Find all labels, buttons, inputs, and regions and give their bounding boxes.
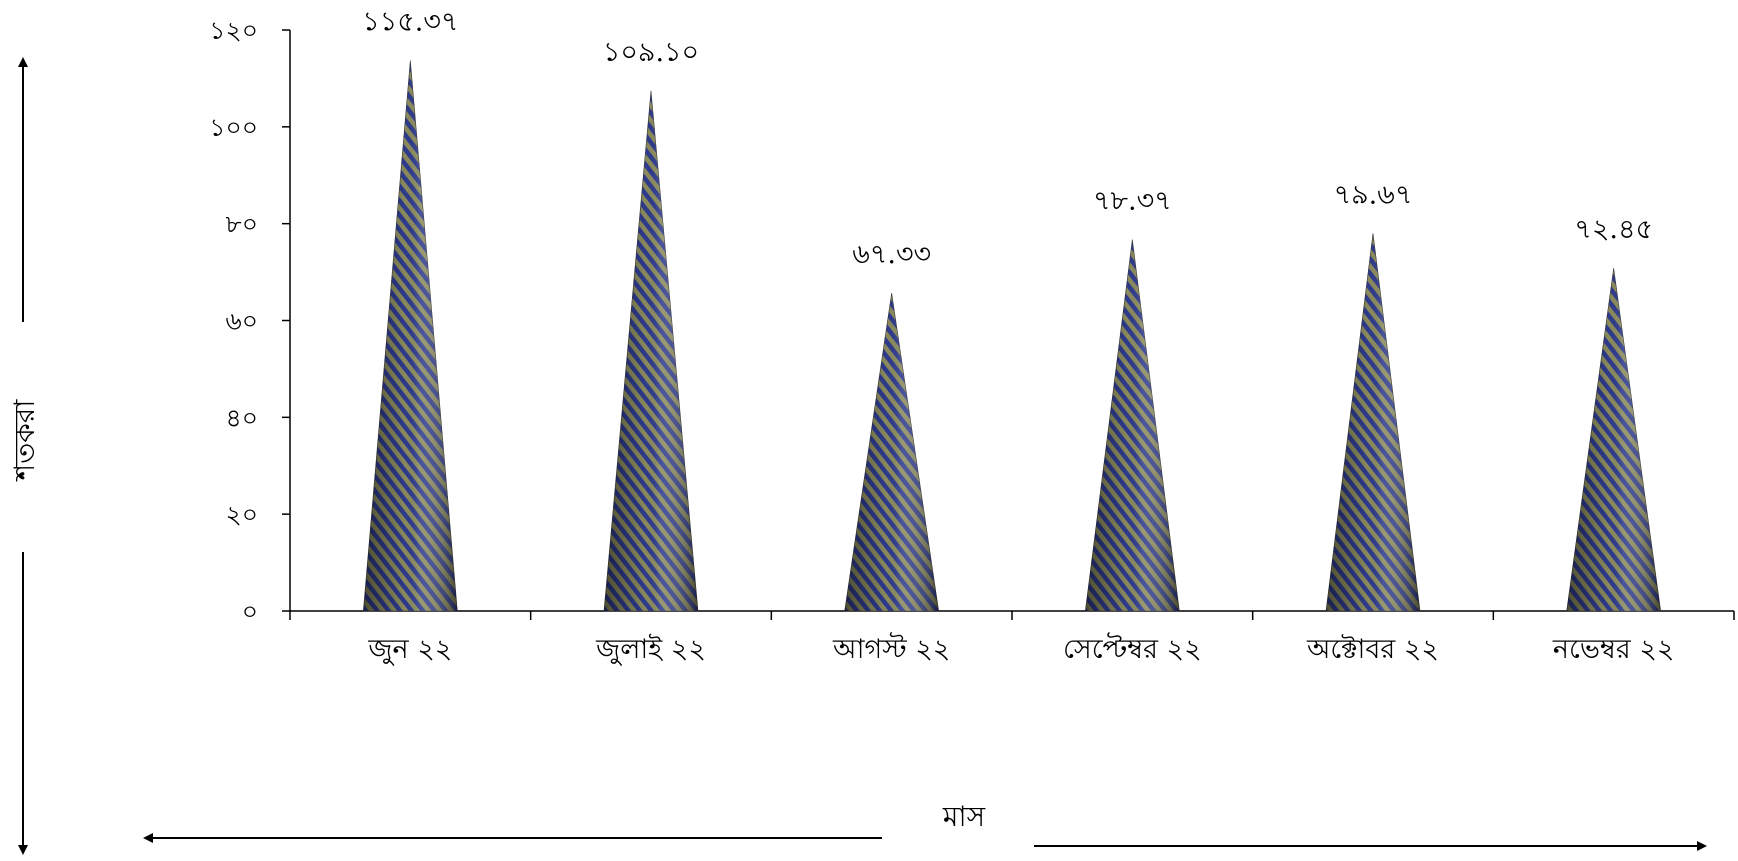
x-category-label: জুলাই ২২ — [595, 633, 706, 665]
x-category-label: সেপ্টেম্বর ২২ — [1063, 632, 1202, 665]
data-label: ৭৮.৩৭ — [1093, 186, 1172, 217]
y-tick-label: ৮০ — [226, 210, 258, 239]
cone-bar-shading — [1566, 268, 1661, 611]
y-tick-label: ১২০ — [209, 16, 258, 45]
y-tick-label: ৪০ — [226, 403, 258, 432]
data-label: ১১৫.৩৭ — [362, 6, 458, 37]
data-label: ৬৭.৩৩ — [852, 239, 931, 270]
cone-bar-shading — [1326, 233, 1420, 612]
data-label: ১০৯.১০ — [603, 37, 699, 68]
data-labels: ১১৫.৩৭ ১০৯.১০ ৬৭.৩৩ ৭৮.৩৭ ৭৯.৬৭ ৭২.৪৫ — [362, 6, 1653, 270]
bars — [363, 60, 1662, 612]
x-category-label: আগস্ট ২২ — [832, 632, 950, 665]
cone-bar-shading — [604, 90, 698, 611]
x-category-label: অক্টোবর ২২ — [1306, 634, 1439, 665]
x-category-label: নভেম্বর ২২ — [1552, 634, 1675, 665]
y-tick-label: ২০ — [225, 500, 258, 529]
cone-bar-shading — [844, 293, 939, 611]
data-label: ৭৯.৬৭ — [1334, 179, 1413, 210]
y-axis-title: শতকরা — [8, 399, 41, 483]
data-label: ৭২.৪৫ — [1574, 214, 1653, 245]
x-category-label: জুন ২২ — [367, 634, 452, 665]
x-axis-title-group: মাস — [143, 800, 1707, 851]
y-tick-label: ১০০ — [209, 113, 258, 142]
x-axis: জুন ২২ জুলাই ২২ আগস্ট ২২ সেপ্টেম্বর ২২ অক্টো… — [289, 610, 1735, 665]
y-axis: ০ ২০ ৪০ ৬০ ৮০ ১০০ ১২০ — [209, 16, 291, 626]
y-axis-title-group: শতকরা — [8, 57, 41, 855]
y-tick-label: ৬০ — [225, 307, 258, 336]
y-tick-label: ০ — [242, 597, 258, 626]
cone-bar-shading — [1085, 239, 1180, 611]
x-axis-title: মাস — [942, 800, 986, 833]
cone-bar-shading — [363, 60, 458, 611]
